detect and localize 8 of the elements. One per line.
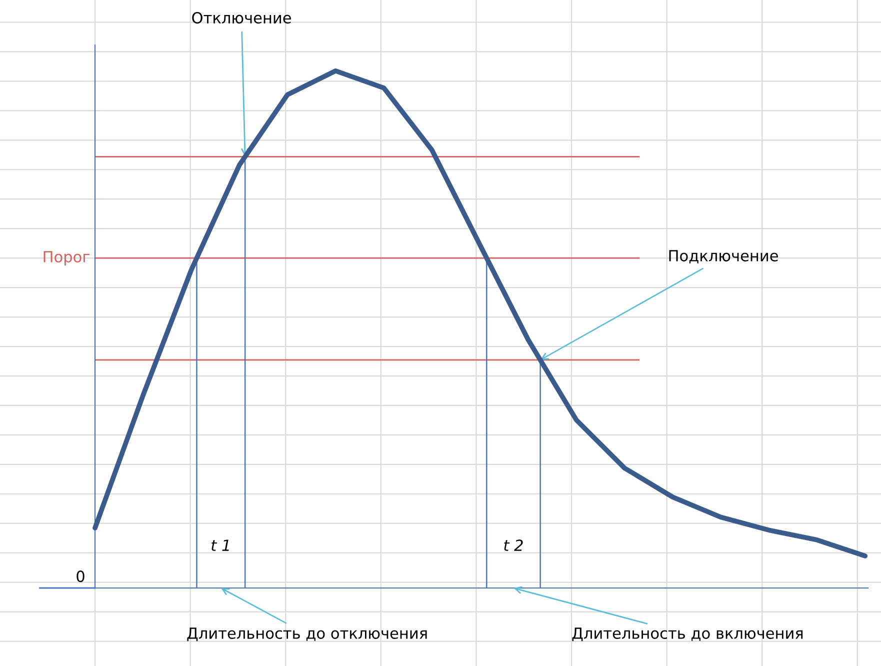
ref-line-label: Порог [44, 251, 90, 266]
text: 0 [76, 570, 84, 582]
text: Длительность до отключения [187, 628, 427, 642]
annotation: t 1 [212, 540, 229, 551]
annotation: Подключение [669, 250, 778, 264]
text: Длительность до включения [572, 628, 803, 642]
annotation: t 2 [504, 540, 523, 551]
text: Отключение [192, 12, 291, 24]
